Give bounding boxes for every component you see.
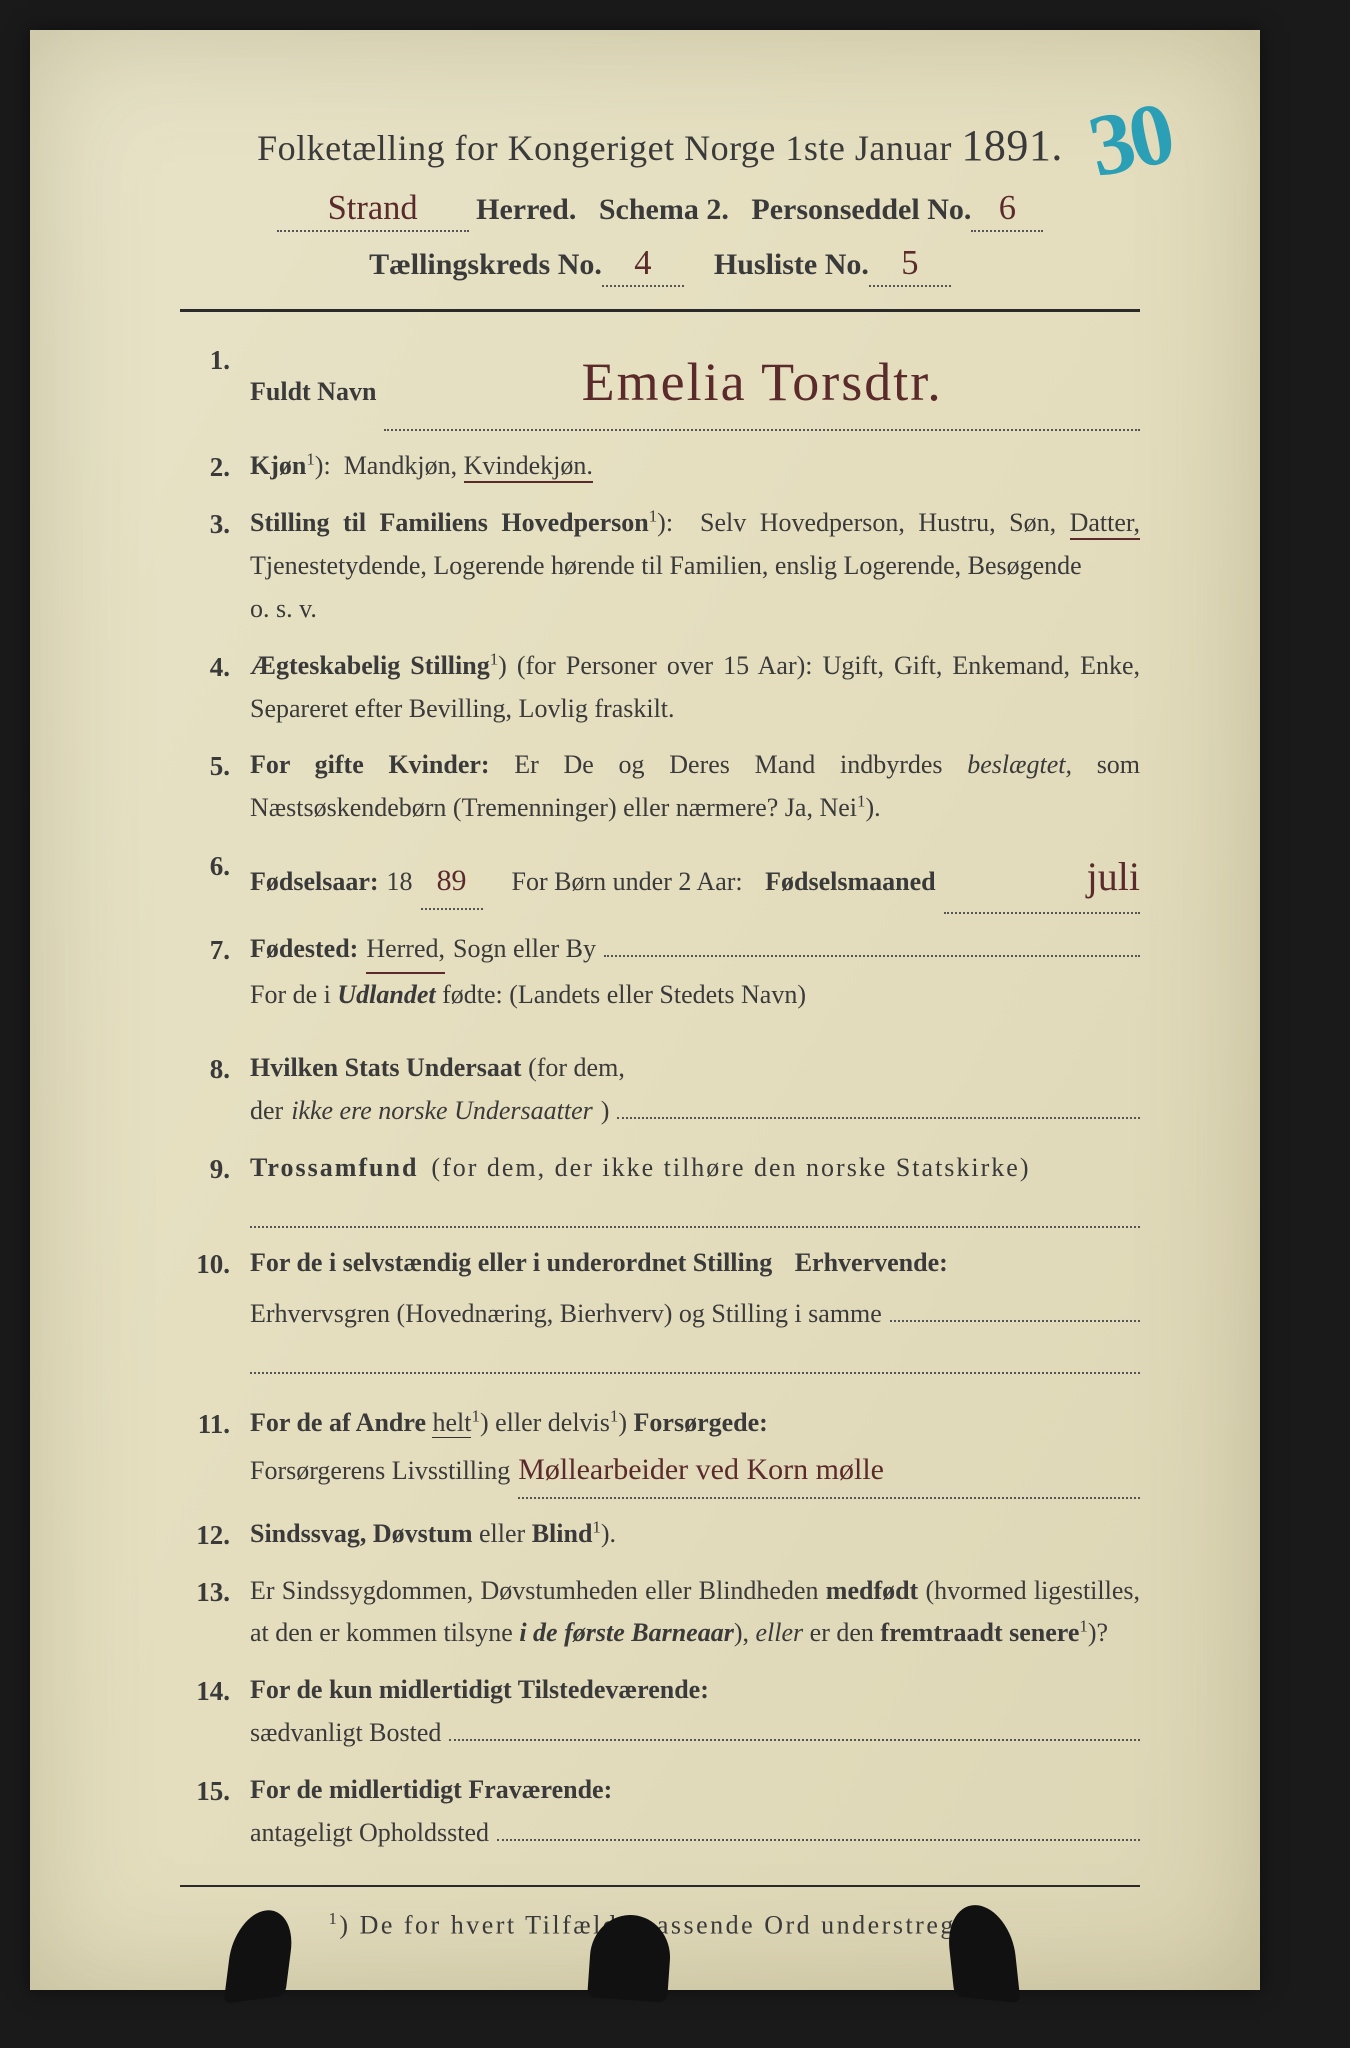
q7-text: Sogn eller By bbox=[453, 928, 596, 971]
q10-label: For de i selvstændig eller i underordnet… bbox=[250, 1242, 772, 1285]
q1-value: Emelia Torsdtr. bbox=[582, 352, 943, 412]
q7: Fødested: Herred, Sogn eller By For de i… bbox=[180, 928, 1140, 1017]
q3-text-c: o. s. v. bbox=[250, 594, 317, 623]
q13-d: er den bbox=[810, 1618, 874, 1647]
q10-text: Erhvervsgren (Hovednæring, Bierhverv) og… bbox=[250, 1293, 882, 1336]
q5-label: For gifte Kvinder: bbox=[250, 750, 490, 779]
q1-label: Fuldt Navn bbox=[250, 371, 376, 414]
q4-paren: (for Personer over 15 Aar): bbox=[517, 651, 813, 680]
q6-label2: For Børn under 2 Aar: bbox=[512, 861, 743, 904]
q12-label2: Blind bbox=[532, 1519, 593, 1548]
q5-text: Er De og Deres Mand indbyrdes bbox=[514, 750, 942, 779]
q11-hand: Møllearbeider ved Korn mølle bbox=[518, 1445, 884, 1495]
q10: For de i selvstændig eller i underordnet… bbox=[180, 1242, 1140, 1374]
q8-label: Hvilken Stats Undersaat bbox=[250, 1053, 522, 1082]
husliste-value: 5 bbox=[901, 244, 918, 283]
q11-label: For de af Andre bbox=[250, 1408, 426, 1437]
q11-helt: helt bbox=[432, 1408, 471, 1438]
q7-underlined: Herred, bbox=[366, 928, 445, 974]
questions-list: Fuldt Navn Emelia Torsdtr. Kjøn1): Mandk… bbox=[180, 338, 1140, 1855]
q14-sub: sædvanligt Bosted bbox=[250, 1712, 441, 1755]
q2-opt1: Mandkjøn, bbox=[344, 451, 457, 480]
q14-label: For de kun midlertidigt Tilstedeværende: bbox=[250, 1675, 709, 1704]
q13: Er Sindssygdommen, Døvstumheden eller Bl… bbox=[180, 1570, 1140, 1656]
q3-underlined: Datter, bbox=[1070, 508, 1140, 540]
q2-label: Kjøn bbox=[250, 451, 306, 480]
footnote: 1) De for hvert Tilfælde passende Ord un… bbox=[180, 1909, 1140, 1941]
title-year: 1891. bbox=[961, 121, 1063, 170]
herred-value: Strand bbox=[328, 189, 418, 228]
q7-sub: For de i bbox=[250, 980, 331, 1009]
kreds-label: Tællingskreds No. bbox=[369, 248, 602, 281]
q7-sub2: fødte: (Landets eller Stedets Navn) bbox=[442, 980, 806, 1009]
q6-label: Fødselsaar: bbox=[250, 861, 379, 904]
q7-label: Fødested: bbox=[250, 928, 358, 971]
q9-text: (for dem, der ikke tilhøre den norske St… bbox=[431, 1153, 1030, 1182]
q13-i2: eller bbox=[756, 1618, 804, 1647]
q12-label: Sindssvag, Døvstum bbox=[250, 1519, 473, 1548]
q2: Kjøn1): Mandkjøn, Kvindekjøn. bbox=[180, 445, 1140, 488]
q8: Hvilken Stats Undersaat (for dem, der ik… bbox=[180, 1047, 1140, 1133]
q15-label: For de midlertidigt Fraværende: bbox=[250, 1775, 612, 1804]
schema-label: Schema 2. bbox=[599, 193, 729, 226]
q13-b2: fremtraadt senere bbox=[880, 1618, 1079, 1647]
form-title: Folketælling for Kongeriget Norge 1ste J… bbox=[180, 120, 1140, 171]
footnote-text: De for hvert Tilfælde passende Ord under… bbox=[360, 1911, 992, 1940]
q6: Fødselsaar: 18 89 For Børn under 2 Aar: F… bbox=[180, 844, 1140, 914]
q13-c: ), bbox=[734, 1618, 749, 1647]
q2-opt2: Kvindekjøn. bbox=[464, 451, 593, 483]
q15-sub: antageligt Opholdssted bbox=[250, 1812, 489, 1855]
q11-mid: eller delvis bbox=[495, 1408, 610, 1437]
q7-sub-i: Udlandet bbox=[337, 980, 435, 1009]
q5: For gifte Kvinder: Er De og Deres Mand i… bbox=[180, 744, 1140, 830]
q14: For de kun midlertidigt Tilstedeværende:… bbox=[180, 1669, 1140, 1755]
title-text: Folketælling for Kongeriget Norge 1ste J… bbox=[257, 128, 961, 168]
q3-text-a: Selv Hovedperson, Hustru, Søn, bbox=[700, 508, 1056, 537]
q12: Sindssvag, Døvstum eller Blind1). bbox=[180, 1513, 1140, 1556]
kreds-value: 4 bbox=[634, 244, 651, 283]
q4-label: Ægteskabelig Stilling bbox=[250, 651, 490, 680]
page-stamp-number: 30 bbox=[1080, 83, 1179, 198]
q9-label: Trossamfund bbox=[250, 1153, 418, 1182]
q6-year-prefix: 18 bbox=[387, 861, 413, 904]
q15: For de midlertidigt Fraværende: antageli… bbox=[180, 1769, 1140, 1855]
q1: Fuldt Navn Emelia Torsdtr. bbox=[180, 338, 1140, 431]
q9: Trossamfund (for dem, der ikke tilhøre d… bbox=[180, 1147, 1140, 1228]
q6-year-value: 89 bbox=[437, 856, 467, 905]
q6-month-value: juli bbox=[1087, 844, 1140, 910]
personseddel-value: 6 bbox=[999, 189, 1016, 228]
q13-i1: i de første Barneaar bbox=[519, 1618, 734, 1647]
q12-text: eller bbox=[479, 1519, 525, 1548]
q11-label2: Forsørgede: bbox=[634, 1408, 768, 1437]
divider-bottom bbox=[180, 1885, 1140, 1887]
q10-label-b: Erhvervende: bbox=[795, 1242, 948, 1285]
divider-top bbox=[180, 309, 1140, 312]
q13-b1: medfødt bbox=[826, 1576, 918, 1605]
q8-text: (for dem, bbox=[528, 1053, 625, 1082]
q3-text-b: Tjenestetydende, Logerende hørende til F… bbox=[250, 551, 1082, 580]
herred-label: Herred. bbox=[476, 193, 576, 226]
subheader-line-1: Strand Herred. Schema 2. Personseddel No… bbox=[180, 189, 1140, 232]
q6-label3: Fødselsmaaned bbox=[765, 861, 935, 904]
q11: For de af Andre helt1) eller delvis1) Fo… bbox=[180, 1402, 1140, 1498]
q8-text2-i: ikke ere norske Undersaatter bbox=[291, 1090, 593, 1133]
q4: Ægteskabelig Stilling1) (for Personer ov… bbox=[180, 645, 1140, 731]
personseddel-label: Personseddel No. bbox=[751, 193, 971, 226]
q8-text2: der bbox=[250, 1090, 283, 1133]
husliste-label: Husliste No. bbox=[714, 248, 869, 281]
q3: Stilling til Familiens Hovedperson1): Se… bbox=[180, 502, 1140, 631]
q5-beslaegtet: beslægtet, bbox=[967, 750, 1072, 779]
q3-label: Stilling til Familiens Hovedperson bbox=[250, 508, 649, 537]
subheader-line-2: Tællingskreds No. 4 Husliste No. 5 bbox=[180, 244, 1140, 287]
census-form-page: 30 Folketælling for Kongeriget Norge 1st… bbox=[30, 30, 1260, 1990]
q13-a: Er Sindssygdommen, Døvstumheden eller Bl… bbox=[250, 1576, 819, 1605]
q11-sub: Forsørgerens Livsstilling bbox=[250, 1450, 510, 1493]
